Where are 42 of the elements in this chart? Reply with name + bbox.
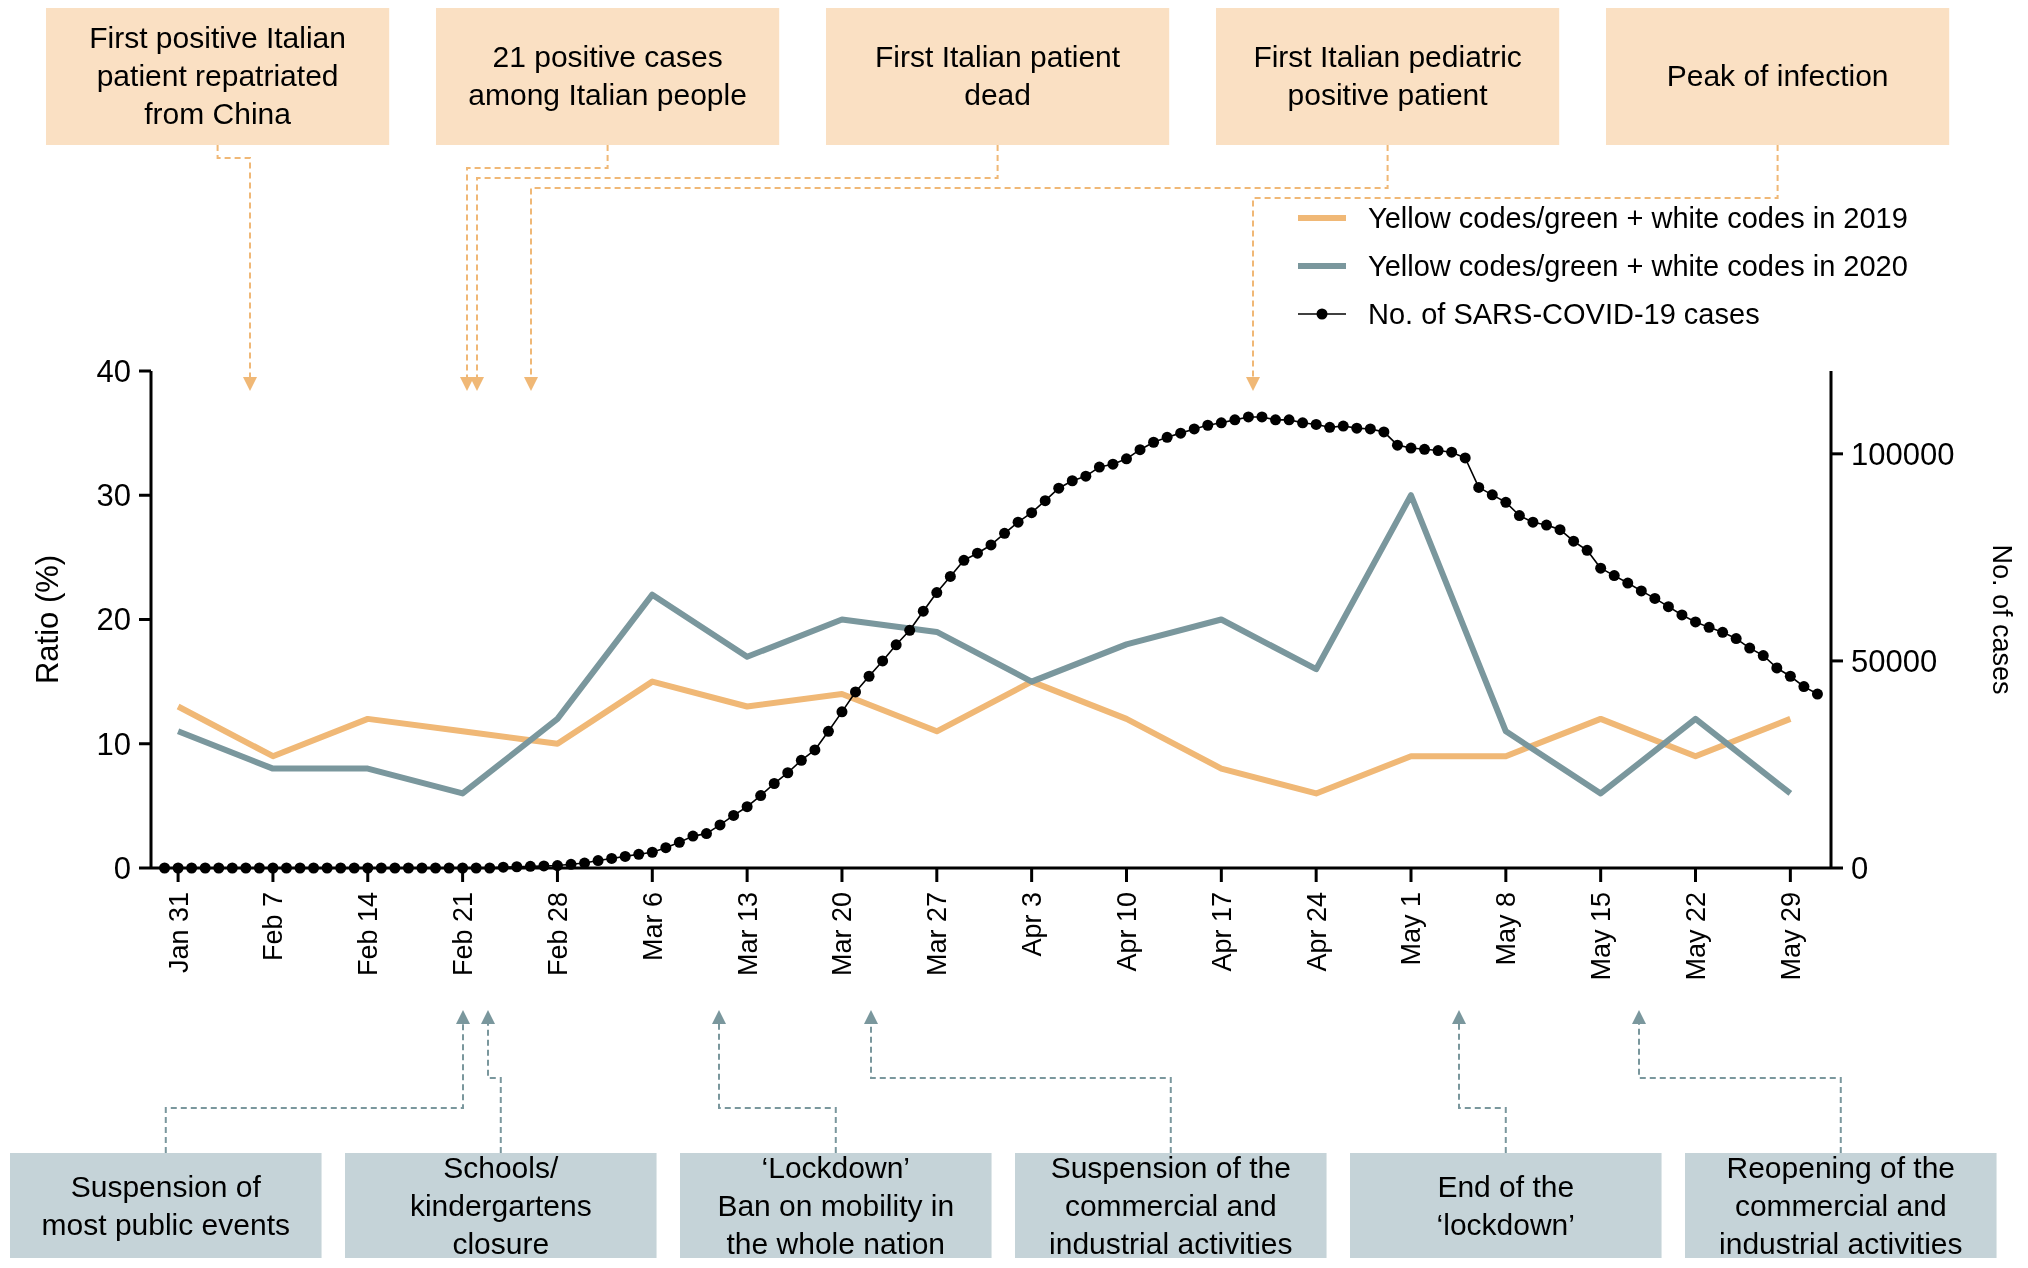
x-tick-label: May 8 — [1491, 892, 1522, 966]
legend-label: Yellow codes/green + white codes in 2020 — [1368, 250, 1908, 283]
y2-axis-title: No. of cases — [1987, 544, 2017, 695]
y-tick-label: 10 — [96, 726, 131, 762]
x-tick-label: Jan 31 — [163, 892, 194, 974]
y-tick-label: 30 — [96, 478, 131, 514]
x-tick-label: Apr 3 — [1017, 892, 1048, 957]
x-tick-label: Feb 14 — [353, 892, 384, 977]
text: Suspension of most public events — [41, 1170, 290, 1241]
x-tick-label: Feb 7 — [258, 892, 289, 962]
text: Peak of infection — [1666, 59, 1889, 92]
x-tick-label: Mar 6 — [637, 892, 668, 962]
x-tick-label: Apr 10 — [1111, 892, 1142, 972]
x-tick-label: May 15 — [1586, 892, 1617, 981]
x-tick-label: May 1 — [1396, 892, 1427, 966]
y2-tick-label: 50000 — [1851, 643, 1938, 679]
x-tick-label: May 29 — [1775, 892, 1806, 981]
text: Schools/ kindergartens closure — [409, 1151, 592, 1260]
text: 21 positive cases among Italian people — [468, 40, 747, 111]
text: First Italian pediatric positive patient — [1253, 40, 1522, 111]
y-tick-label: 40 — [96, 353, 131, 389]
x-tick-label: Mar 27 — [922, 892, 953, 977]
legend-label: No. of SARS-COVID-19 cases — [1368, 298, 1760, 331]
x-tick-label: Apr 24 — [1301, 892, 1332, 972]
y-axis-title: Ratio (%) — [30, 554, 65, 685]
text: First positive Italian patient repatriated from China — [89, 21, 346, 130]
x-tick-label: Mar 13 — [732, 892, 763, 977]
x-tick-label: Feb 21 — [448, 892, 479, 977]
text: End of the ‘lockdown’ — [1436, 1170, 1575, 1241]
y-tick-label: 0 — [113, 850, 131, 886]
text: Reopening of the commercial and industrial activities — [1719, 1151, 1963, 1260]
y2-tick-label: 0 — [1851, 850, 1869, 886]
text: ‘Lockdown’ Ban on mobility in the whole nation — [717, 1151, 955, 1260]
x-tick-label: Mar 20 — [827, 892, 858, 977]
text: Suspension of the commercial and industrial activities — [1049, 1151, 1293, 1260]
x-tick-label: May 22 — [1680, 892, 1711, 981]
y-tick-label: 20 — [96, 602, 131, 638]
y2-tick-label: 100000 — [1851, 436, 1955, 472]
x-tick-label: Apr 17 — [1206, 892, 1237, 972]
text: First Italian patient dead — [875, 40, 1121, 111]
legend-label: Yellow codes/green + white codes in 2019 — [1368, 202, 1908, 235]
x-tick-label: Feb 28 — [542, 892, 573, 977]
